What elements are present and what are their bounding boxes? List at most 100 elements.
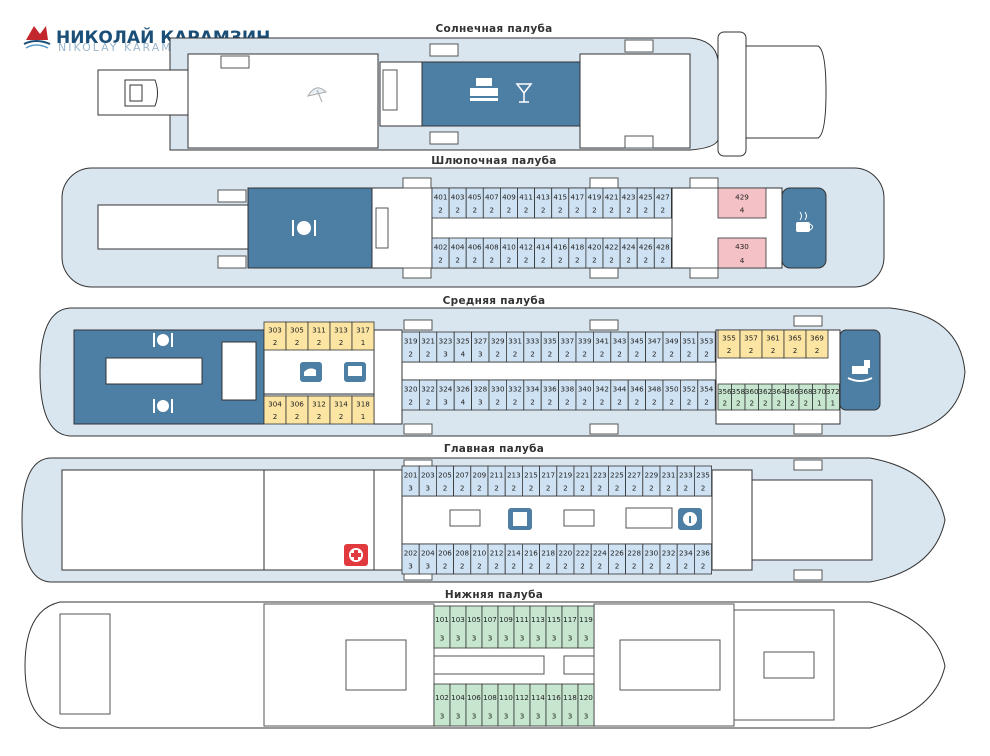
cabin-329[interactable]: 329 2	[488, 331, 507, 363]
cabin-106[interactable]: 106 3	[465, 683, 483, 727]
cabin-114[interactable]: 114 3	[529, 683, 547, 727]
cabin-337[interactable]: 337 2	[558, 331, 577, 363]
cabin-349[interactable]: 349 2	[662, 331, 681, 363]
cabin-231[interactable]: 231 2	[659, 465, 678, 497]
cabin-102[interactable]: 102 3	[433, 683, 451, 727]
cabin-211[interactable]: 211 2	[487, 465, 506, 497]
cabin-408[interactable]: 408 2	[482, 237, 501, 269]
cabin-227[interactable]: 227 2	[625, 465, 644, 497]
cabin-405[interactable]: 405 2	[465, 187, 484, 219]
cabin-351[interactable]: 351 2	[680, 331, 699, 363]
cabin-332[interactable]: 332 2	[505, 379, 525, 411]
cabin-105[interactable]: 105 3	[465, 605, 483, 649]
cabin-109[interactable]: 109 3	[497, 605, 515, 649]
cabin-420[interactable]: 420 2	[585, 237, 604, 269]
cabin-339[interactable]: 339 2	[575, 331, 594, 363]
cabin-218[interactable]: 218 2	[539, 543, 558, 575]
cabin-220[interactable]: 220 2	[556, 543, 575, 575]
cabin-319[interactable]: 319 2	[401, 331, 420, 363]
cabin-212[interactable]: 212 2	[487, 543, 506, 575]
cabin-335[interactable]: 335 2	[540, 331, 560, 363]
cabin-348[interactable]: 348 2	[645, 379, 664, 411]
cabin-427[interactable]: 427 2	[653, 187, 672, 219]
cabin-230[interactable]: 230 2	[642, 543, 661, 575]
cabin-323[interactable]: 323 3	[436, 331, 455, 363]
cabin-214[interactable]: 214 2	[504, 543, 523, 575]
cabin-344[interactable]: 344 2	[610, 379, 629, 411]
cabin-210[interactable]: 210 2	[470, 543, 489, 575]
cabin-116[interactable]: 116 3	[545, 683, 563, 727]
cabin-413[interactable]: 413 2	[534, 187, 553, 219]
cabin-430[interactable]: 430 4	[717, 237, 767, 269]
cabin-324[interactable]: 324 3	[436, 379, 455, 411]
cabin-103[interactable]: 103 3	[449, 605, 467, 649]
cabin-232[interactable]: 232 2	[659, 543, 678, 575]
cabin-426[interactable]: 426 2	[636, 237, 655, 269]
cabin-325[interactable]: 325 4	[453, 331, 473, 363]
cabin-421[interactable]: 421 2	[602, 187, 621, 219]
cabin-354[interactable]: 354 2	[697, 379, 716, 411]
cabin-225[interactable]: 225 2	[608, 465, 627, 497]
cabin-417[interactable]: 417 2	[568, 187, 587, 219]
cabin-108[interactable]: 108 3	[481, 683, 499, 727]
cabin-345[interactable]: 345 2	[627, 331, 647, 363]
cabin-407[interactable]: 407 2	[482, 187, 501, 219]
cabin-404[interactable]: 404 2	[448, 237, 467, 269]
cabin-418[interactable]: 418 2	[568, 237, 587, 269]
cabin-215[interactable]: 215 2	[522, 465, 541, 497]
cabin-412[interactable]: 412 2	[517, 237, 536, 269]
cabin-219[interactable]: 219 2	[556, 465, 575, 497]
cabin-415[interactable]: 415 2	[551, 187, 570, 219]
cabin-113[interactable]: 113 3	[529, 605, 547, 649]
cabin-322[interactable]: 322 2	[418, 379, 438, 411]
cabin-327[interactable]: 327 3	[471, 331, 490, 363]
cabin-217[interactable]: 217 2	[539, 465, 558, 497]
cabin-423[interactable]: 423 2	[619, 187, 638, 219]
cabin-216[interactable]: 216 2	[522, 543, 541, 575]
cabin-406[interactable]: 406 2	[465, 237, 484, 269]
cabin-235[interactable]: 235 2	[694, 465, 713, 497]
cabin-402[interactable]: 402 2	[431, 237, 450, 269]
cabin-119[interactable]: 119 3	[577, 605, 595, 649]
cabin-352[interactable]: 352 2	[680, 379, 699, 411]
cabin-115[interactable]: 115 3	[545, 605, 563, 649]
cabin-409[interactable]: 409 2	[499, 187, 518, 219]
cabin-228[interactable]: 228 2	[625, 543, 644, 575]
cabin-328[interactable]: 328 3	[471, 379, 490, 411]
cabin-224[interactable]: 224 2	[590, 543, 609, 575]
cabin-320[interactable]: 320 2	[401, 379, 420, 411]
cabin-416[interactable]: 416 2	[551, 237, 570, 269]
cabin-223[interactable]: 223 2	[590, 465, 609, 497]
cabin-213[interactable]: 213 2	[504, 465, 523, 497]
cabin-410[interactable]: 410 2	[499, 237, 518, 269]
cabin-401[interactable]: 401 2	[431, 187, 450, 219]
cabin-411[interactable]: 411 2	[517, 187, 536, 219]
cabin-425[interactable]: 425 2	[636, 187, 655, 219]
cabin-334[interactable]: 334 2	[523, 379, 542, 411]
